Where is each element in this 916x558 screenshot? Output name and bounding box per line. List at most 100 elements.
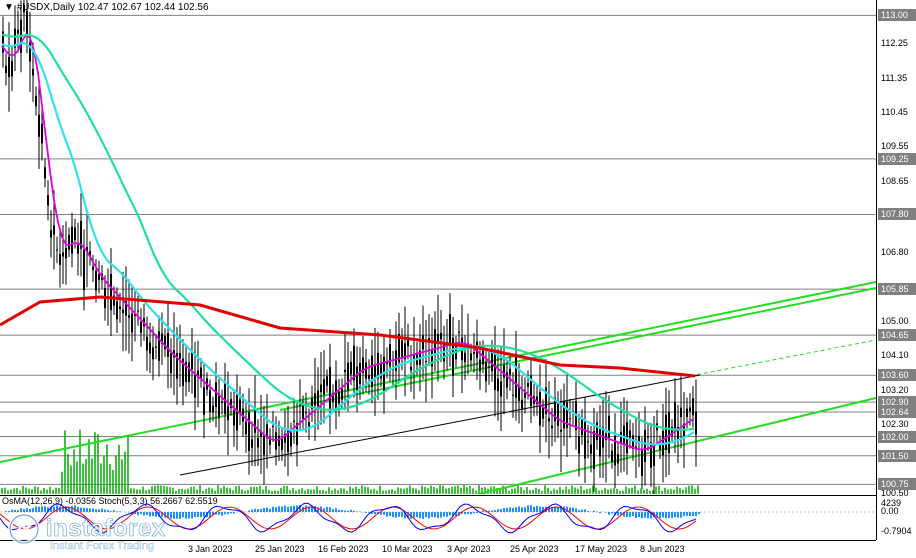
osma-bar bbox=[440, 512, 442, 517]
osma-bar bbox=[638, 512, 640, 517]
osma-bar bbox=[275, 507, 277, 512]
candle-body bbox=[509, 369, 511, 375]
candle-body bbox=[350, 362, 352, 374]
level-price-tag: 109.25 bbox=[878, 153, 916, 165]
candle-body bbox=[338, 392, 340, 403]
candle-body bbox=[389, 344, 391, 366]
osma-bar bbox=[584, 509, 586, 512]
candle-body bbox=[464, 353, 466, 362]
candle-body bbox=[65, 248, 67, 258]
osma-bar bbox=[635, 512, 637, 518]
candle-body bbox=[74, 228, 76, 240]
candle-body bbox=[371, 356, 373, 388]
candle-body bbox=[38, 115, 40, 137]
candle-body bbox=[128, 315, 130, 318]
date-label: 25 Jan 2023 bbox=[255, 544, 305, 554]
candle-body bbox=[41, 124, 43, 144]
candle-body bbox=[293, 421, 295, 422]
candle-body bbox=[617, 454, 619, 463]
candle-body bbox=[488, 367, 490, 368]
candle-body bbox=[92, 267, 94, 271]
watermark-brand: instaforex bbox=[46, 515, 166, 543]
osma-bar bbox=[668, 512, 670, 518]
osma-bar bbox=[179, 512, 181, 519]
candle-body bbox=[302, 405, 304, 419]
osma-bar bbox=[431, 512, 433, 517]
candle-body bbox=[83, 250, 85, 290]
candle-body bbox=[188, 362, 190, 382]
osma-bar bbox=[593, 511, 595, 512]
osma-bar bbox=[434, 512, 436, 517]
price-chart[interactable] bbox=[0, 0, 876, 494]
price-axis-label: 104.10 bbox=[881, 350, 909, 360]
candle-body bbox=[590, 445, 592, 454]
candle-body bbox=[458, 332, 460, 333]
osma-bar bbox=[401, 512, 403, 517]
candle-body bbox=[251, 439, 253, 447]
candle-body bbox=[281, 439, 283, 450]
osma-bar bbox=[641, 512, 643, 518]
price-axis[interactable]: 113.00112.25111.35110.45109.55108.65107.… bbox=[876, 0, 916, 540]
candle-body bbox=[410, 367, 412, 371]
candle-body bbox=[47, 195, 49, 205]
candle-body bbox=[368, 375, 370, 379]
candle-body bbox=[227, 406, 229, 420]
candle-body bbox=[695, 412, 697, 435]
osma-bar bbox=[224, 512, 226, 514]
osma-bar bbox=[578, 510, 580, 512]
osma-bar bbox=[188, 512, 190, 519]
osma-bar bbox=[647, 512, 649, 518]
osma-bar bbox=[527, 505, 529, 512]
price-chart-canvas bbox=[0, 0, 876, 494]
osma-bar bbox=[419, 512, 421, 518]
level-price-tag: 105.85 bbox=[878, 283, 916, 295]
candle-body bbox=[5, 66, 7, 73]
osma-bar bbox=[665, 512, 667, 518]
candle-body bbox=[323, 379, 325, 394]
osma-bar bbox=[695, 512, 697, 516]
candle-body bbox=[257, 438, 259, 448]
candle-body bbox=[665, 415, 667, 450]
osma-bar bbox=[389, 512, 391, 516]
osma-bar bbox=[284, 506, 286, 512]
candle-body bbox=[140, 322, 142, 333]
osma-bar bbox=[398, 512, 400, 517]
candle-body bbox=[320, 385, 322, 393]
level-price-tag: 107.80 bbox=[878, 208, 916, 220]
candle-body bbox=[11, 61, 13, 76]
osma-bar bbox=[326, 507, 328, 512]
osma-bar bbox=[503, 508, 505, 512]
instaforex-logo-icon bbox=[6, 512, 46, 546]
osma-bar bbox=[416, 512, 418, 517]
osma-bar bbox=[287, 507, 289, 512]
level-price-tag: 103.60 bbox=[878, 369, 916, 381]
osma-bar bbox=[335, 508, 337, 512]
osma-bar bbox=[611, 512, 613, 514]
osma-bar bbox=[512, 508, 514, 512]
osma-bar bbox=[536, 506, 538, 512]
candle-body bbox=[95, 271, 97, 291]
osma-bar bbox=[281, 507, 283, 512]
price-axis-label: 108.65 bbox=[881, 176, 909, 186]
osma-bar bbox=[185, 512, 187, 519]
candle-body bbox=[116, 301, 118, 319]
osma-bar bbox=[290, 506, 292, 512]
osma-bar bbox=[581, 510, 583, 512]
candle-body bbox=[149, 343, 151, 354]
osma-bar bbox=[176, 512, 178, 519]
candle-body bbox=[539, 392, 541, 426]
candle-body bbox=[374, 366, 376, 379]
candle-body bbox=[278, 436, 280, 446]
osma-bar bbox=[353, 511, 355, 512]
osma-bar bbox=[386, 512, 388, 517]
channel-projection-line bbox=[690, 340, 876, 376]
dropdown-arrow-icon[interactable]: ▼ bbox=[4, 2, 14, 13]
level-price-tag: 102.64 bbox=[878, 406, 916, 418]
osma-bar bbox=[569, 507, 571, 512]
osma-bar bbox=[383, 512, 385, 515]
osma-bar bbox=[557, 507, 559, 512]
candle-body bbox=[212, 406, 214, 413]
candle-body bbox=[485, 362, 487, 381]
candle-body bbox=[308, 422, 310, 426]
osma-bar bbox=[488, 511, 490, 512]
